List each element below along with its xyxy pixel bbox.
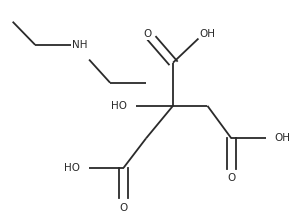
Text: O: O — [227, 173, 235, 183]
Text: OH: OH — [275, 133, 291, 143]
Text: NH: NH — [72, 40, 88, 50]
Text: O: O — [119, 203, 128, 212]
Text: OH: OH — [200, 29, 216, 39]
Text: HO: HO — [64, 163, 80, 173]
Text: HO: HO — [110, 101, 126, 111]
Text: O: O — [143, 29, 152, 39]
